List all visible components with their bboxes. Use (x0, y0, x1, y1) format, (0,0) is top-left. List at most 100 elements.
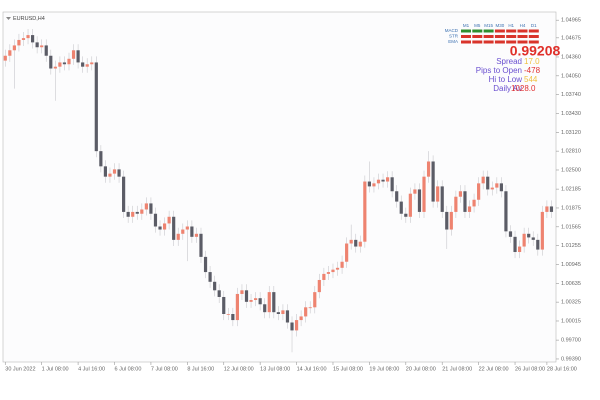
candle-body (222, 296, 226, 314)
timeframe-label: H4 (520, 23, 526, 28)
candle-body (390, 177, 394, 192)
candle-body (194, 233, 199, 237)
info-value: 544 (524, 75, 538, 84)
candle-body (372, 183, 376, 187)
candle-body (140, 209, 144, 214)
x-tick-label: 22 Jul 08:00 (479, 366, 509, 372)
candle-body (99, 151, 103, 167)
candle-body (185, 226, 189, 230)
y-tick-label: 0.99700 (561, 338, 581, 344)
candle-body (17, 39, 21, 46)
candle-body (386, 177, 390, 182)
candle-body (299, 316, 303, 321)
candle-body (308, 307, 312, 309)
candle-body (426, 161, 431, 177)
x-tick-label: 8 Jul 16:00 (187, 366, 214, 372)
candle-body (35, 42, 39, 48)
candle-body (158, 226, 162, 230)
candle-body (40, 45, 44, 48)
candle-body (276, 312, 280, 314)
candle-body (108, 173, 112, 177)
x-tick-label: 6 Jul 08:00 (115, 366, 142, 372)
candle-body (499, 183, 503, 192)
x-tick-label: 12 Jul 08:00 (224, 366, 254, 372)
signal-bar (472, 35, 483, 38)
candle-body (363, 181, 367, 242)
candle-body (495, 183, 499, 188)
candle-body (144, 203, 148, 210)
candle-body (153, 213, 158, 227)
candle-body (417, 189, 422, 212)
candle-body (172, 216, 176, 240)
x-tick-label: 19 Jul 08:00 (369, 366, 399, 372)
candle-body (94, 62, 98, 152)
candle-body (304, 307, 308, 317)
candle-body (190, 226, 194, 237)
candle-body (176, 233, 180, 240)
candle-body (213, 281, 217, 291)
candle-body (322, 273, 326, 280)
signal-bar (472, 29, 483, 33)
candle-body (26, 35, 30, 39)
candle-body (126, 211, 130, 217)
candle-body (431, 161, 435, 202)
candle-body (449, 211, 453, 230)
candle-body (335, 267, 340, 270)
timeframe-label: M5 (474, 23, 481, 28)
candle-body (30, 35, 35, 43)
y-tick-label: 1.01875 (561, 205, 581, 211)
indicator-label: EMA (448, 39, 458, 44)
y-tick-label: 1.02500 (561, 167, 581, 173)
y-tick-label: 1.02185 (561, 187, 581, 193)
candle-body (454, 196, 458, 212)
candle-body (536, 239, 540, 250)
candle-body (345, 243, 349, 262)
info-value: 17.0 (524, 57, 540, 66)
candle-body (44, 45, 48, 56)
signal-bar (528, 35, 539, 38)
candle-body (404, 213, 408, 217)
signal-bar (506, 35, 517, 38)
candle-body (358, 241, 362, 247)
y-tick-label: 0.99390 (561, 356, 581, 362)
candle-body (395, 191, 399, 202)
info-label: Daily Av (493, 84, 522, 93)
x-tick-label: 21 Jul 08:00 (442, 366, 472, 372)
signal-bar (494, 29, 505, 33)
candle-body (122, 176, 126, 212)
candle-body (376, 179, 381, 184)
candle-body (413, 189, 417, 194)
indicator-label: STR (449, 34, 459, 39)
signal-bar (506, 40, 517, 44)
candle-body (226, 313, 230, 315)
candle-body (527, 233, 531, 238)
candle-body (76, 50, 80, 63)
candle-body (440, 186, 444, 212)
x-tick-label: 4 Jul 16:00 (78, 366, 105, 372)
candle-body (244, 290, 249, 302)
candle-body (90, 62, 94, 65)
y-tick-label: 1.02810 (561, 149, 581, 155)
y-tick-label: 1.01255 (561, 243, 581, 249)
timeframe-label: D1 (531, 23, 537, 28)
indicator-label: MACD (445, 28, 459, 33)
candle-body (349, 239, 353, 244)
x-tick-label: 14 Jul 16:00 (297, 366, 327, 372)
candle-body (463, 191, 467, 212)
y-tick-label: 1.04050 (561, 73, 581, 79)
x-tick-label: 30 Jun 2022 (5, 366, 35, 372)
y-tick-label: 1.00635 (561, 281, 581, 287)
signal-bar (528, 40, 539, 44)
candle-body (258, 298, 262, 305)
candle-body (103, 166, 108, 177)
candle-body (531, 237, 535, 240)
candle-body (490, 187, 494, 190)
candle-body (49, 55, 53, 69)
signal-bar (472, 40, 483, 44)
candle-body (149, 203, 153, 214)
candle-body (58, 62, 62, 67)
candle-body (436, 186, 440, 202)
candle-body (208, 272, 212, 282)
